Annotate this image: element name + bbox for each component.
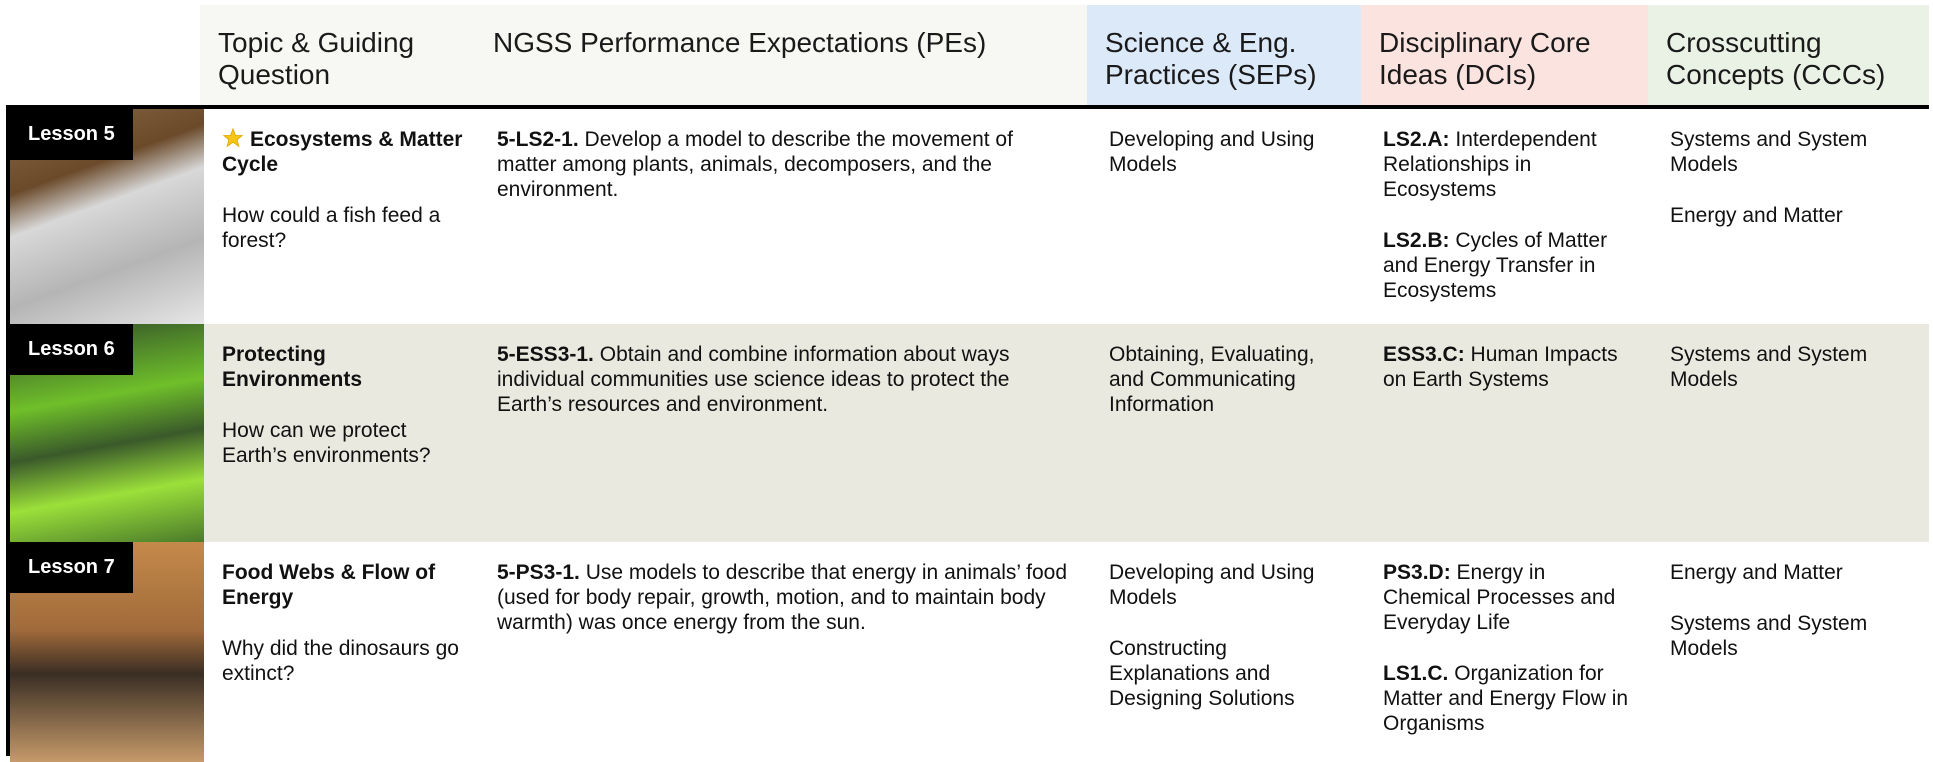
dci-code: LS2.A: (1383, 128, 1450, 151)
dci-text: Energy in Chemical Processes and Everyda… (1383, 561, 1616, 634)
sep: Obtaining, Evaluating, and Communicating… (1109, 343, 1315, 416)
ccc: Systems and System Models (1670, 128, 1868, 176)
sep: Developing and Using Models (1109, 561, 1315, 609)
lesson-title-text: Ecosystems & Matter Cycle (222, 128, 463, 176)
table-row: Lesson 6 Protecting Environments How can w… (10, 324, 1929, 542)
table-cell: Systems and System Models Energy and Matt… (1652, 109, 1929, 254)
table-row: Lesson 7 Food Webs & Flow of Energy Why di… (10, 542, 1929, 762)
dci: LS1.C. Organization for Matter and Energ… (1383, 661, 1638, 736)
table-body: Lesson 5 Ecosystems & Matter Cycle How cou… (6, 105, 1929, 762)
ccc: Systems and System Models (1670, 343, 1868, 391)
dci-code: PS3.D: (1383, 561, 1451, 584)
header-cell: Topic & Guiding Question (200, 5, 475, 105)
table-cell: 5-PS3-1. Use models to describe that ene… (479, 542, 1091, 661)
table-cell: Developing and Using Models Constructing … (1091, 542, 1365, 737)
ccc: Energy and Matter (1670, 204, 1843, 227)
pe: 5-PS3-1. Use models to describe that ene… (497, 560, 1077, 635)
pe-text: Use models to describe that energy in an… (497, 561, 1068, 634)
table-cell: Food Webs & Flow of Energy Why did the di… (204, 542, 479, 712)
sep: Developing and Using Models (1109, 128, 1315, 176)
dci: LS2.A: Interdependent Relationships in E… (1383, 127, 1638, 202)
ccc: Systems and System Models (1670, 612, 1868, 660)
lesson-label: Lesson 7 (10, 542, 133, 593)
header-cell: Crosscutting Concepts (CCCs) (1648, 5, 1929, 105)
pe-text: Obtain and combine information about way… (497, 343, 1010, 416)
dci-text: Cycles of Matter and Energy Transfer in … (1383, 229, 1608, 302)
lesson-label: Lesson 6 (10, 324, 133, 375)
pe-text: Develop a model to describe the movement… (497, 128, 1013, 201)
dci-text: Organization for Matter and Energy Flow … (1383, 662, 1629, 735)
table-cell: PS3.D: Energy in Chemical Processes and … (1365, 542, 1652, 762)
star-icon (222, 127, 244, 148)
table-cell: 5-LS2-1. Develop a model to describe the… (479, 109, 1091, 228)
dci: ESS3.C: Human Impacts on Earth Systems (1383, 342, 1638, 392)
dci-text: Interdependent Relationships in Ecosyste… (1383, 128, 1597, 201)
table-cell: Obtaining, Evaluating, and Communicating… (1091, 324, 1365, 443)
dci-text: Human Impacts on Earth Systems (1383, 343, 1618, 391)
lesson-title-text: Food Webs & Flow of Energy (222, 561, 436, 609)
table-cell: Energy and Matter Systems and System Mode… (1652, 542, 1929, 687)
lesson-label: Lesson 5 (10, 109, 133, 160)
lesson-title: Ecosystems & Matter Cycle (222, 127, 465, 177)
table-cell: Systems and System Models (1652, 324, 1929, 418)
ccc: Energy and Matter (1670, 561, 1843, 584)
table-row: Lesson 5 Ecosystems & Matter Cycle How cou… (10, 109, 1929, 324)
pe-code: 5-LS2-1. (497, 128, 579, 151)
pe: 5-LS2-1. Develop a model to describe the… (497, 127, 1077, 202)
guiding-question: How could a fish feed a forest? (222, 204, 441, 252)
lesson-title: Protecting Environments (222, 342, 465, 392)
dci-code: ESS3.C: (1383, 343, 1465, 366)
guiding-question: How can we protect Earth’s environments? (222, 419, 431, 467)
header-cell: Science & Eng. Practices (SEPs) (1087, 5, 1361, 105)
table-cell: Protecting Environments How can we protec… (204, 324, 479, 494)
table-cell: Ecosystems & Matter Cycle How could a fis… (204, 109, 479, 279)
lesson-title: Food Webs & Flow of Energy (222, 560, 465, 610)
table-cell: LS2.A: Interdependent Relationships in E… (1365, 109, 1652, 329)
pe: 5-ESS3-1. Obtain and combine information… (497, 342, 1077, 417)
table-cell: ESS3.C: Human Impacts on Earth Systems (1365, 324, 1652, 418)
lesson-title-text: Protecting Environments (222, 343, 363, 391)
table-cell: Developing and Using Models (1091, 109, 1365, 203)
dci: LS2.B: Cycles of Matter and Energy Trans… (1383, 228, 1638, 303)
guiding-question: Why did the dinosaurs go extinct? (222, 637, 459, 685)
pe-code: 5-ESS3-1. (497, 343, 594, 366)
header-cell: Disciplinary Core Ideas (DCIs) (1361, 5, 1648, 105)
pe-code: 5-PS3-1. (497, 561, 580, 584)
sep: Constructing Explanations and Designing … (1109, 637, 1295, 710)
header-cell: NGSS Performance Expectations (PEs) (475, 5, 1087, 105)
table-cell: 5-ESS3-1. Obtain and combine information… (479, 324, 1091, 443)
dci-code: LS2.B: (1383, 229, 1450, 252)
dci-code: LS1.C. (1383, 662, 1449, 685)
dci: PS3.D: Energy in Chemical Processes and … (1383, 560, 1638, 635)
